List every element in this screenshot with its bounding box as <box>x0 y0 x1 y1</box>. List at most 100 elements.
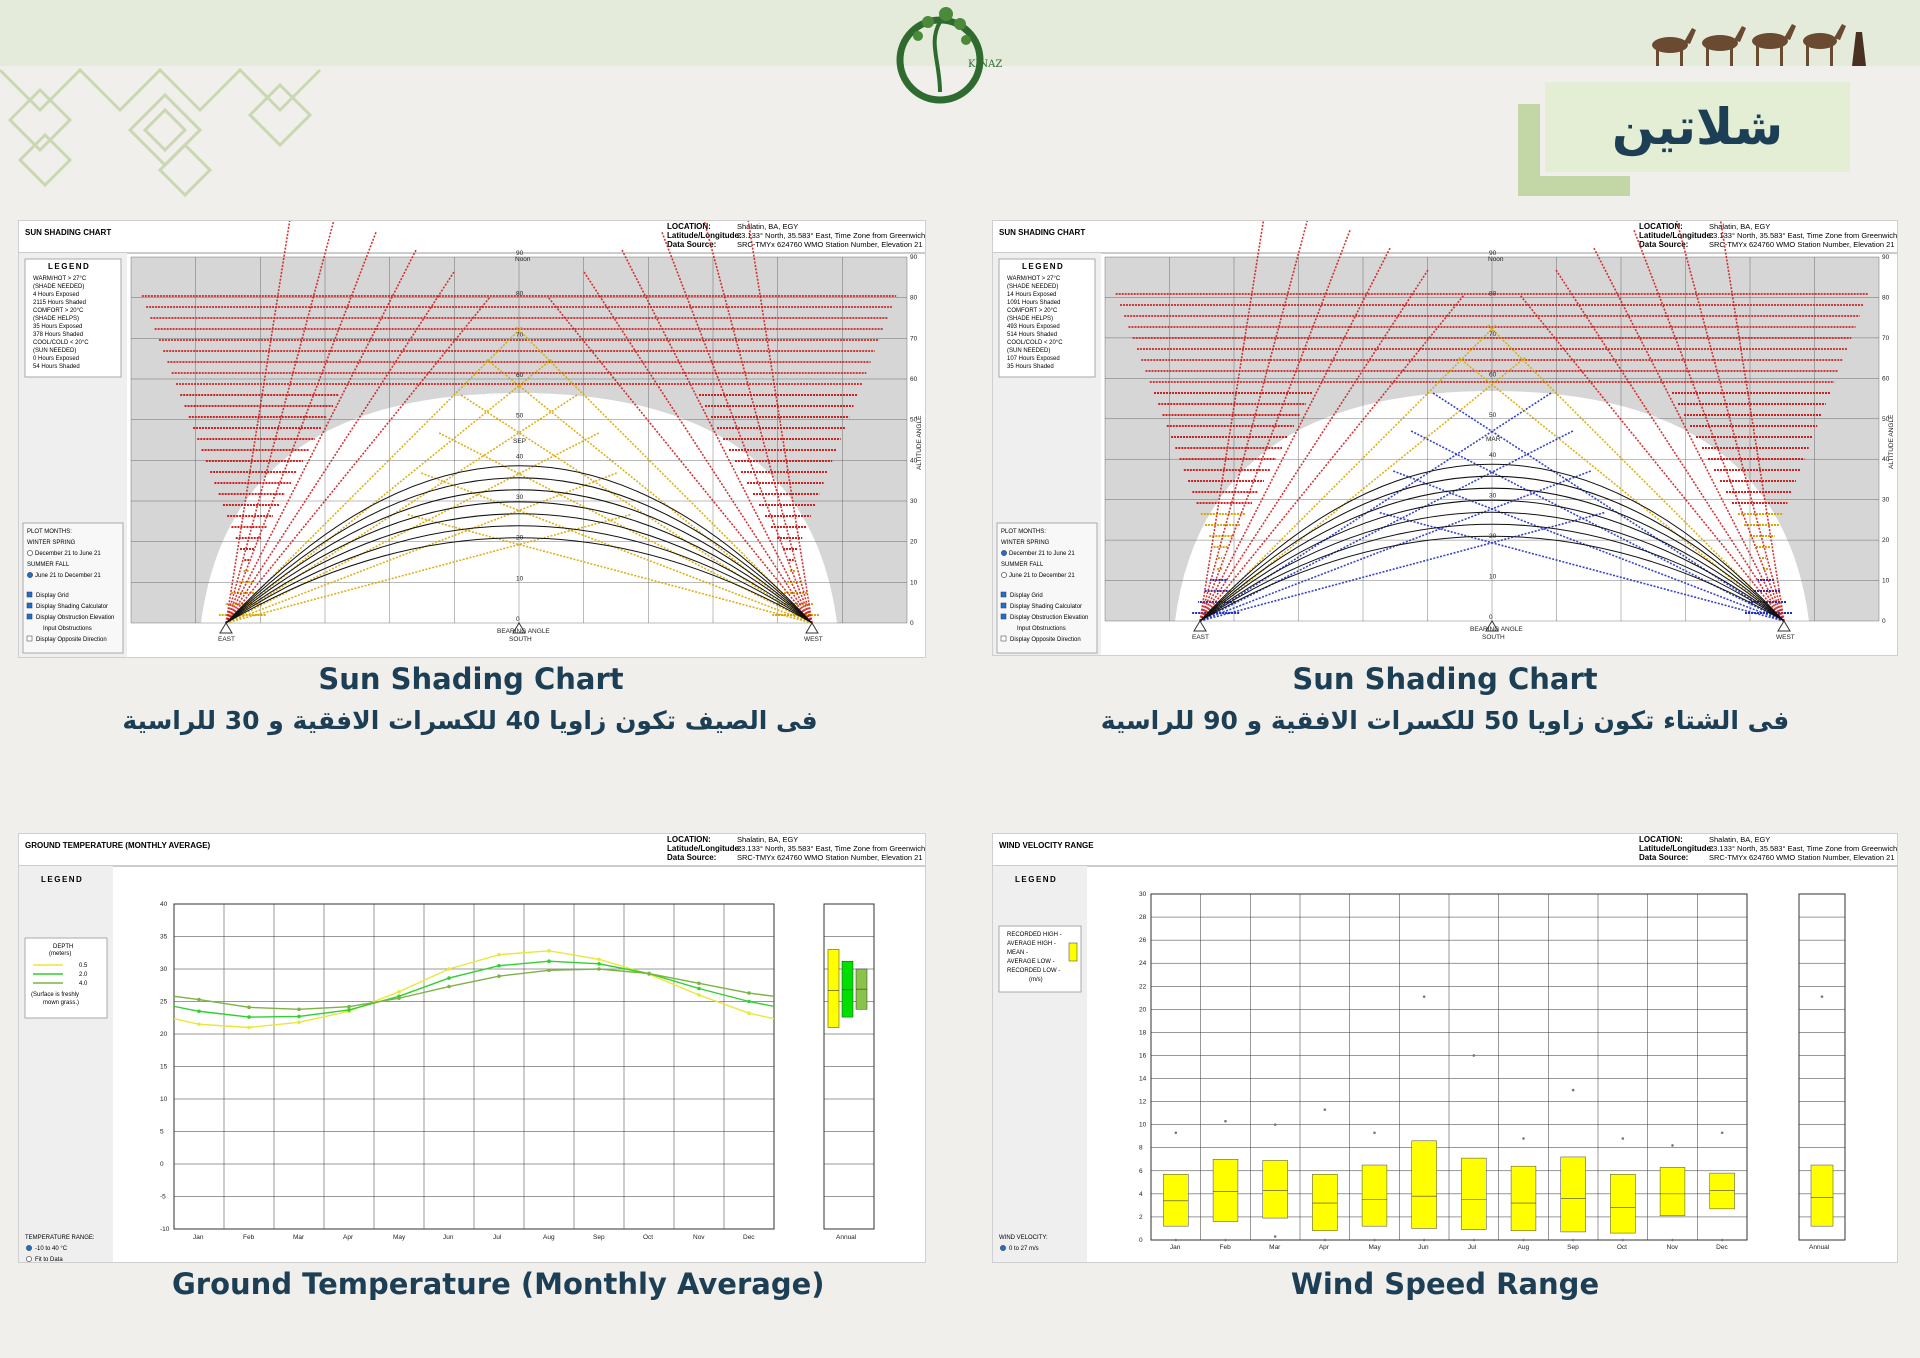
wind-range-bar <box>1262 1160 1288 1219</box>
y-tick-label: 20 <box>1139 1006 1147 1013</box>
control-label: PLOT MONTHS: <box>1001 529 1046 535</box>
altitude-tick: 90 <box>910 254 918 261</box>
annual-box <box>841 960 854 1018</box>
recorded-high-point <box>1621 1137 1625 1140</box>
legend-item: RECORDED HIGH - <box>1007 932 1062 938</box>
series-point <box>597 957 601 962</box>
y-tick-label: 16 <box>1139 1052 1147 1059</box>
checkbox-label: Display Obstruction Elevation <box>36 615 114 621</box>
fin-line <box>1199 246 1392 622</box>
series-point <box>297 1014 301 1019</box>
series-line <box>173 960 775 1018</box>
sidebar <box>19 866 113 1262</box>
legend-box <box>24 258 122 378</box>
center-altitude-tick: 10 <box>516 575 524 582</box>
sun-path-arc <box>1199 511 1785 622</box>
center-altitude-tick: 30 <box>516 494 524 501</box>
kinaz-logo: KINAZ <box>896 7 1002 104</box>
x-tick-label: Jun <box>443 1234 454 1241</box>
legend-item: COMFORT > 20°C <box>1007 308 1058 314</box>
recorded-low-point <box>1273 1235 1277 1238</box>
west-marker <box>1777 620 1791 632</box>
checkbox <box>1000 602 1007 609</box>
x-tick-label: Aug <box>543 1234 555 1241</box>
recorded-low-point <box>1422 1238 1426 1242</box>
fin-line <box>1675 221 1785 622</box>
x-tick-label: Mar <box>293 1234 305 1241</box>
y-tick-label: -5 <box>160 1194 166 1201</box>
center-altitude-tick: 0 <box>516 616 520 623</box>
x-tick-label: Apr <box>1319 1244 1330 1251</box>
input-obstructions-label: Input Obstructions <box>1017 626 1066 632</box>
location-value: Shalatin, BA, EGY <box>737 222 798 231</box>
series-point <box>447 976 451 980</box>
checkbox <box>26 591 33 598</box>
sun-path-arc <box>225 513 813 624</box>
checkbox-label: Display Grid <box>1010 593 1043 599</box>
center-altitude-tick: 0 <box>1489 614 1493 621</box>
altitude-axis-label: ALTITUDE ANGLE <box>1888 414 1895 469</box>
location-key: LOCATION: <box>667 835 711 844</box>
wind-range-bar <box>1510 1165 1537 1232</box>
series-point <box>297 1007 301 1012</box>
checkbox-label: Display Shading Calculator <box>36 604 108 610</box>
x-tick-label: Sep <box>593 1234 605 1241</box>
fin-line <box>225 471 619 624</box>
winter-sun-shading-panel: SUN SHADING CHART LOCATION: Shalatin, BA, … <box>992 220 1898 656</box>
camels-illustration <box>1652 24 1866 66</box>
fin-line <box>225 325 524 624</box>
x-tick-label: Dec <box>743 1234 755 1241</box>
location-key: LOCATION: <box>1639 222 1683 231</box>
ground-caption-title: Ground Temperature (Monthly Average) <box>172 1267 825 1301</box>
y-tick-label: 25 <box>160 999 168 1006</box>
legend-box <box>24 937 108 1019</box>
checkbox-label: Display Shading Calculator <box>1010 604 1082 610</box>
legend-item: (SHADE NEEDED) <box>33 284 84 290</box>
altitude-tick: 50 <box>1882 416 1890 423</box>
checkbox-label: Display Obstruction Elevation <box>1010 615 1088 621</box>
source-key: Data Source: <box>667 240 716 249</box>
legend-item: COMFORT > 20°C <box>33 308 84 314</box>
fin-line <box>419 471 813 624</box>
y-tick-label: 20 <box>160 1031 168 1038</box>
y-tick-label: 2 <box>1139 1214 1143 1221</box>
radio-button <box>27 550 33 556</box>
y-tick-label: 6 <box>1139 1168 1143 1175</box>
legend-item: COOL/COLD < 20°C <box>33 340 89 346</box>
series-point <box>347 1004 351 1009</box>
altitude-tick: 70 <box>1882 335 1890 342</box>
series-point <box>197 997 201 1002</box>
y-tick-label: -10 <box>160 1226 170 1233</box>
checkbox <box>1000 591 1007 598</box>
x-tick-label: May <box>1369 1244 1382 1251</box>
latlon-key: Latitude/Longitude: <box>667 231 742 240</box>
annual-label: Annual <box>836 1234 857 1241</box>
legend-item: 14 Hours Exposed <box>1007 292 1056 298</box>
latlon-key: Latitude/Longitude: <box>667 844 742 853</box>
south-label: SOUTH <box>509 636 532 643</box>
series-point <box>247 1005 251 1010</box>
legend-item: 2115 Hours Shaded <box>33 300 86 306</box>
wind-velocity-chart: WIND VELOCITY RANGE LOCATION: Shalatin, BA… <box>993 834 1897 1262</box>
checkbox <box>1000 635 1007 642</box>
range-label: TEMPERATURE RANGE: <box>25 1235 95 1241</box>
center-altitude-tick: 30 <box>1489 493 1497 500</box>
sun-path-arc <box>225 501 813 624</box>
series-point <box>347 1008 351 1012</box>
x-tick-label: Mar <box>1269 1244 1281 1251</box>
x-tick-label: Aug <box>1518 1244 1530 1251</box>
wind-caption-title: Wind Speed Range <box>1290 1267 1600 1301</box>
control-label: PLOT MONTHS: <box>27 529 72 535</box>
legend-box <box>998 258 1096 378</box>
source-key: Data Source: <box>667 853 716 862</box>
x-tick-label: Jun <box>1418 1244 1429 1251</box>
altitude-tick: 40 <box>910 457 918 464</box>
sun-path-arc <box>225 537 813 624</box>
series-line <box>173 950 775 1029</box>
series-point <box>547 968 551 973</box>
checkbox <box>26 635 33 642</box>
series-point <box>747 1011 751 1015</box>
summer-caption-title: Sun Shading Chart <box>318 662 624 696</box>
window-title: WIND VELOCITY RANGE <box>999 841 1094 850</box>
altitude-tick: 60 <box>910 376 918 383</box>
